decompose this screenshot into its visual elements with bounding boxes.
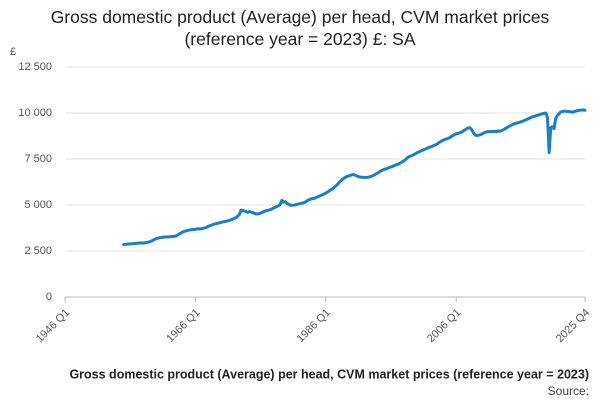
data-line bbox=[122, 108, 587, 247]
source: Source: bbox=[548, 384, 589, 398]
x-tick-label: 2006 Q1 bbox=[425, 307, 463, 345]
x-tick-label: 1986 Q1 bbox=[295, 307, 333, 345]
chart-title: Gross domestic product (Average) per hea… bbox=[50, 7, 550, 49]
x-tick-label: 2025 Q4 bbox=[554, 307, 592, 345]
x-axis-label: Gross domestic product (Average) per hea… bbox=[69, 367, 589, 381]
y-tick-label: 2 500 bbox=[24, 245, 52, 257]
y-unit: £ bbox=[10, 46, 16, 58]
x-tick-label: 1966 Q1 bbox=[164, 307, 202, 345]
x-tick-label: 1946 Q1 bbox=[34, 307, 72, 345]
y-tick-label: 10 000 bbox=[18, 107, 52, 119]
y-tick-label: 12 500 bbox=[18, 61, 52, 73]
y-tick-label: 7 500 bbox=[24, 153, 52, 165]
y-tick-label: 5 000 bbox=[24, 199, 52, 211]
y-tick-label: 0 bbox=[46, 291, 52, 303]
